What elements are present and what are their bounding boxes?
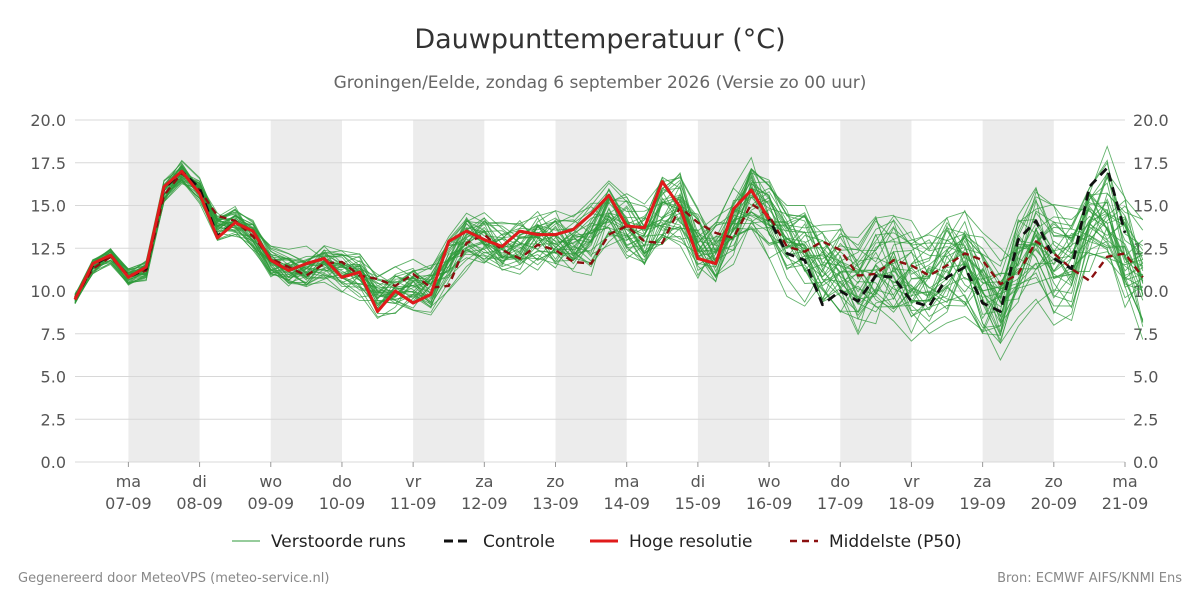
x-tick-day: di — [192, 472, 207, 491]
x-tick-day: wo — [259, 472, 282, 491]
x-tick-day: wo — [758, 472, 781, 491]
series-line-middelste — [73, 171, 1144, 299]
y-tick-label: 17.5 — [30, 154, 66, 173]
ensemble-line — [74, 161, 1144, 310]
legend-label-controle: Controle — [483, 532, 555, 552]
y-tick-label: 2.5 — [41, 410, 66, 429]
ensemble-line — [74, 164, 1144, 313]
x-axis: ma 07-09 di 08-09 wo 09-09 do 10-09 vr 11-09 za 12-… — [105, 462, 1148, 513]
x-tick-day: do — [332, 472, 352, 491]
legend-label-middelste: Middelste (P50) — [829, 532, 962, 552]
x-tick-day: ma — [614, 472, 639, 491]
y-axis-left: 0.0 2.5 5.0 7.5 10.0 12.5 15.0 17.5 20.0 — [30, 111, 66, 472]
x-tick-date: 07-09 — [105, 494, 152, 513]
x-tick-date: 11-09 — [390, 494, 437, 513]
x-tick-date: 16-09 — [746, 494, 793, 513]
ensemble-line — [74, 166, 1144, 333]
x-tick-day: vr — [405, 472, 421, 491]
x-tick-date: 12-09 — [461, 494, 508, 513]
y-tick-label: 7.5 — [41, 325, 66, 344]
chart-title: Dauwpunttemperatuur (°C) — [414, 24, 786, 55]
x-tick-date: 08-09 — [176, 494, 223, 513]
y-tick-label: 20.0 — [30, 111, 66, 130]
y-axis-right: 0.02.55.07.510.012.515.017.520.0 — [1133, 111, 1169, 472]
x-tick-day: di — [691, 472, 706, 491]
legend: Verstoorde runs Controle Hoge resolutie Mid… — [232, 532, 962, 552]
y-tick-label: 5.0 — [1133, 368, 1158, 387]
ensemble-line — [74, 165, 1144, 336]
x-tick-date: 19-09 — [959, 494, 1006, 513]
legend-label-hoge_resolutie: Hoge resolutie — [629, 532, 753, 552]
ensemble-line — [74, 178, 1144, 328]
y-tick-label: 20.0 — [1133, 111, 1169, 130]
x-tick-day: ma — [1112, 472, 1137, 491]
y-tick-label: 0.0 — [1133, 453, 1158, 472]
x-tick-day: do — [830, 472, 850, 491]
y-tick-label: 7.5 — [1133, 325, 1158, 344]
y-tick-label: 17.5 — [1133, 154, 1169, 173]
chart-subtitle: Groningen/Eelde, zondag 6 september 2026… — [333, 73, 867, 93]
y-tick-label: 15.0 — [30, 197, 66, 216]
x-tick-date: 14-09 — [603, 494, 650, 513]
y-tick-label: 5.0 — [41, 368, 66, 387]
x-tick-day: za — [974, 472, 992, 491]
x-tick-date: 21-09 — [1102, 494, 1149, 513]
x-tick-date: 17-09 — [817, 494, 864, 513]
footer-generated-by: Gegenereerd door MeteoVPS (meteo-service… — [18, 571, 330, 586]
x-tick-day: zo — [1045, 472, 1063, 491]
y-tick-label: 2.5 — [1133, 410, 1158, 429]
x-tick-date: 15-09 — [675, 494, 722, 513]
y-tick-label: 0.0 — [41, 453, 66, 472]
x-tick-day: za — [475, 472, 493, 491]
x-tick-day: zo — [546, 472, 564, 491]
y-tick-label: 10.0 — [30, 282, 66, 301]
footer-source: Bron: ECMWF AIFS/KNMI Ens — [997, 571, 1182, 586]
y-tick-label: 15.0 — [1133, 197, 1169, 216]
main-series — [73, 166, 1144, 313]
x-tick-date: 09-09 — [248, 494, 295, 513]
series-line-hoge_resolutie — [73, 169, 771, 313]
x-tick-day: ma — [116, 472, 141, 491]
ensemble-line — [74, 170, 1144, 333]
ensemble-line — [74, 173, 1143, 309]
x-tick-date: 18-09 — [888, 494, 935, 513]
x-tick-date: 13-09 — [532, 494, 579, 513]
legend-label-ensemble: Verstoorde runs — [271, 532, 406, 552]
x-tick-day: vr — [903, 472, 919, 491]
x-tick-date: 10-09 — [319, 494, 366, 513]
y-tick-label: 12.5 — [30, 239, 66, 258]
x-tick-date: 20-09 — [1031, 494, 1078, 513]
